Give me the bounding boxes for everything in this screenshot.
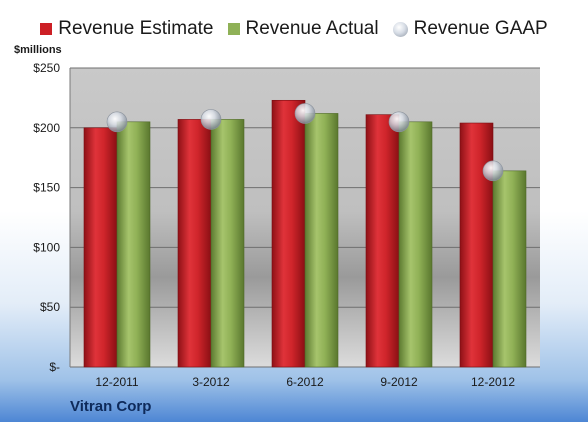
bars xyxy=(83,99,527,368)
legend-item-revenue-gaap: Revenue GAAP xyxy=(392,18,548,40)
y-axis-ticks: $- $50 $100 $150 $200 $250 xyxy=(33,61,60,374)
bar-revenue-actual xyxy=(398,121,433,368)
legend-swatch-revenue-estimate xyxy=(40,23,53,35)
legend: Revenue Estimate Revenue Actual Revenue … xyxy=(0,16,588,42)
y-tick-label: $150 xyxy=(33,181,60,195)
x-axis-ticks: 12-2011 3-2012 6-2012 9-2012 12-2012 xyxy=(95,375,515,389)
legend-item-revenue-actual: Revenue Actual xyxy=(227,18,379,40)
marker-revenue-gaap xyxy=(482,160,504,182)
y-tick-label: $50 xyxy=(40,300,60,314)
y-tick-label: $- xyxy=(49,360,60,374)
legend-item-revenue-estimate: Revenue Estimate xyxy=(40,18,214,40)
legend-label-revenue-estimate: Revenue Estimate xyxy=(58,18,214,39)
legend-swatch-revenue-actual xyxy=(227,23,240,35)
legend-swatch-revenue-gaap xyxy=(392,21,408,37)
bar-revenue-actual xyxy=(304,113,339,368)
x-tick-label: 9-2012 xyxy=(380,375,418,389)
company-name: Vitran Corp xyxy=(70,398,152,415)
bar-revenue-estimate xyxy=(365,114,400,368)
bar-revenue-estimate xyxy=(271,99,306,368)
marker-revenue-gaap xyxy=(200,109,222,130)
x-tick-label: 12-2012 xyxy=(471,375,515,389)
bar-revenue-estimate xyxy=(459,122,494,368)
bar-revenue-actual xyxy=(492,170,527,368)
y-unit-label: $millions xyxy=(14,44,62,56)
legend-label-revenue-actual: Revenue Actual xyxy=(245,18,379,39)
x-tick-label: 6-2012 xyxy=(286,375,324,389)
marker-revenue-gaap xyxy=(388,111,410,133)
bar-revenue-actual xyxy=(210,119,245,368)
gaap-markers xyxy=(106,103,504,182)
y-tick-label: $250 xyxy=(33,61,60,75)
bar-revenue-estimate xyxy=(83,127,118,368)
x-tick-label: 3-2012 xyxy=(192,375,230,389)
y-tick-label: $100 xyxy=(33,240,60,254)
marker-revenue-gaap xyxy=(106,111,128,133)
bar-revenue-estimate xyxy=(177,119,212,368)
bar-revenue-actual xyxy=(116,121,151,368)
y-tick-label: $200 xyxy=(33,121,60,135)
x-tick-label: 12-2011 xyxy=(95,375,138,389)
marker-revenue-gaap xyxy=(294,103,316,124)
legend-label-revenue-gaap: Revenue GAAP xyxy=(413,18,548,39)
